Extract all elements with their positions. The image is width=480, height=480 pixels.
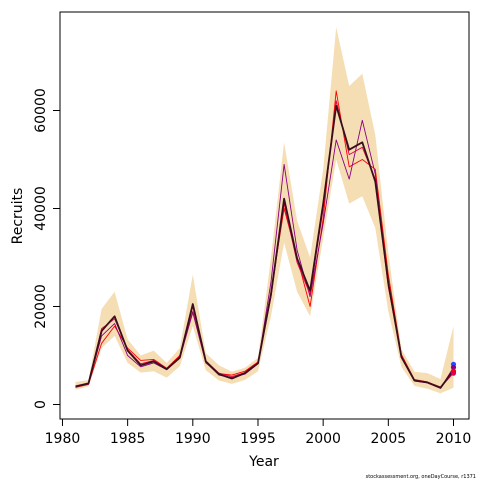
x-tick-label: 1980 — [45, 431, 81, 447]
confidence-band — [75, 27, 454, 394]
y-tick-label: 20000 — [33, 284, 49, 329]
x-axis-title: Year — [248, 454, 279, 470]
footnote: stockassessment.org, oneDayCourse, r1371 — [366, 474, 476, 480]
y-tick-label: 0 — [33, 400, 49, 409]
endpoint-marker-2 — [450, 364, 457, 370]
x-tick-label: 2000 — [305, 431, 341, 447]
series-layer — [75, 90, 455, 389]
confidence-band-layer — [75, 27, 454, 394]
x-tick-label: 1995 — [240, 431, 276, 447]
x-tick-label: 1990 — [175, 431, 211, 447]
x-axis: 1980 1985 1990 1995 2000 2005 2010 — [45, 418, 472, 447]
y-axis: 0 20000 40000 60000 — [33, 88, 61, 409]
y-tick-label: 60000 — [33, 88, 49, 133]
x-tick-label: 2005 — [371, 431, 407, 447]
series-line-1 — [75, 104, 455, 389]
x-tick-label: 2010 — [436, 431, 472, 447]
x-tick-label: 1985 — [110, 431, 146, 447]
endpoint-marker-4 — [450, 370, 457, 376]
y-axis-title: Recruits — [10, 188, 26, 245]
y-tick-label: 40000 — [33, 186, 49, 231]
plot-frame — [59, 11, 470, 420]
endpoint-layer — [450, 361, 457, 376]
